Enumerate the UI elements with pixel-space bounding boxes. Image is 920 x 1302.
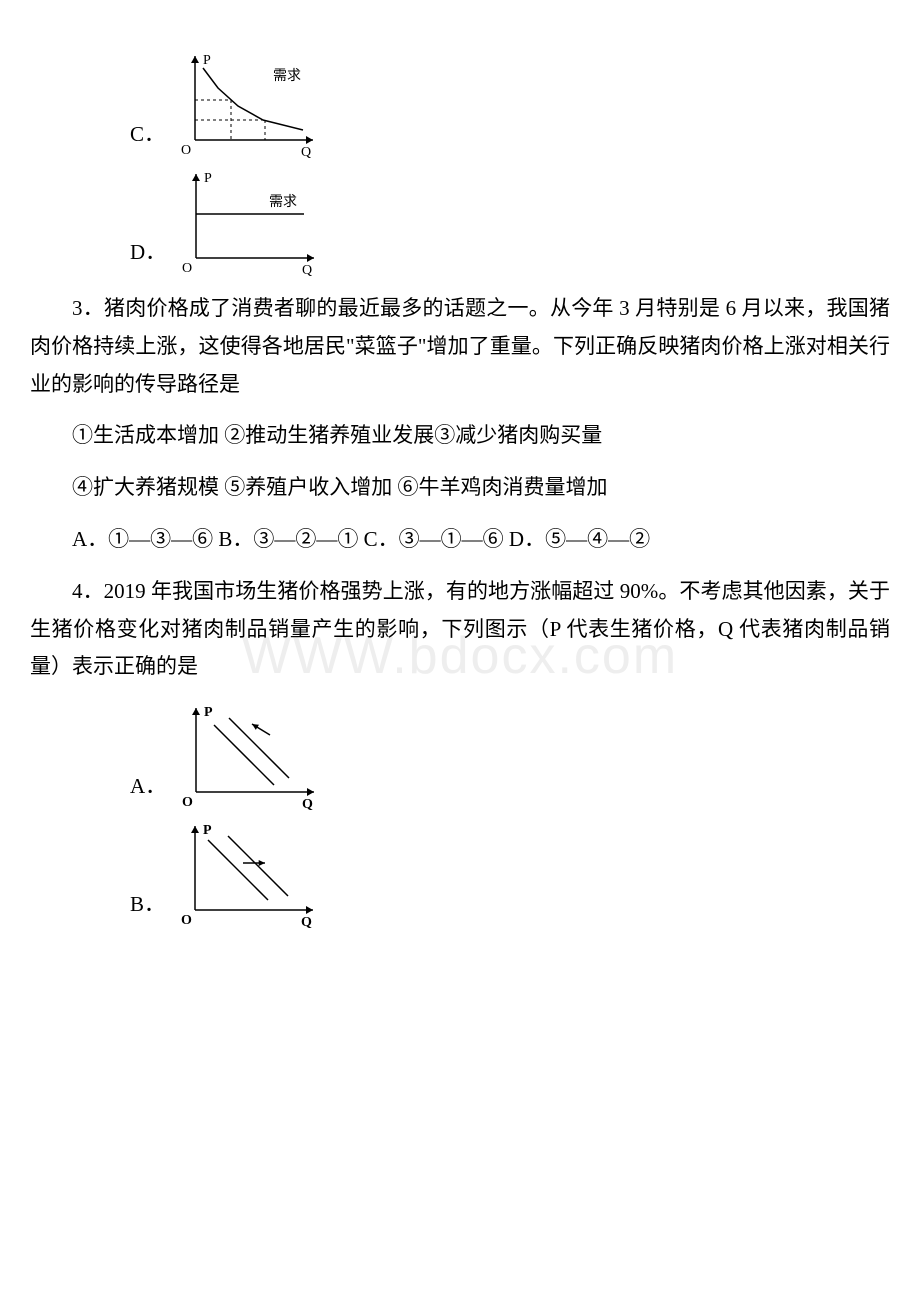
option-b4-label: B． bbox=[130, 886, 165, 928]
svg-text:P: P bbox=[204, 171, 212, 186]
svg-text:P: P bbox=[203, 53, 211, 68]
q3-items-1: ①生活成本增加 ②推动生猪养殖业发展③减少猪肉购买量 bbox=[30, 417, 890, 455]
svg-text:P: P bbox=[203, 823, 212, 838]
option-d-row: D． P Q O 需求 bbox=[130, 166, 890, 276]
svg-text:Q: Q bbox=[301, 915, 312, 928]
svg-text:P: P bbox=[204, 705, 213, 720]
svg-text:Q: Q bbox=[302, 263, 312, 276]
q3-items-2: ④扩大养猪规模 ⑤养殖户收入增加 ⑥牛羊鸡肉消费量增加 bbox=[30, 469, 890, 507]
chart-b4: P Q O bbox=[173, 818, 323, 928]
option-c-label: C． bbox=[130, 116, 165, 158]
q3-options: A．①―③―⑥ B．③―②―① C．③―①―⑥ D．⑤―④―② bbox=[30, 521, 890, 559]
option-a4-label: A． bbox=[130, 768, 166, 810]
svg-text:Q: Q bbox=[301, 145, 311, 158]
option-c-row: C． P Q O 需求 bbox=[130, 48, 890, 158]
option-d-label: D． bbox=[130, 234, 166, 276]
option-a4-row: A． P Q O bbox=[130, 700, 890, 810]
svg-text:O: O bbox=[182, 795, 193, 810]
q4-text: 4．2019 年我国市场生猪价格强势上涨，有的地方涨幅超过 90%。不考虑其他因… bbox=[30, 573, 890, 686]
q3-text: 3．猪肉价格成了消费者聊的最近最多的话题之一。从今年 3 月特别是 6 月以来，… bbox=[30, 290, 890, 403]
svg-text:O: O bbox=[181, 913, 192, 928]
chart-d: P Q O 需求 bbox=[174, 166, 324, 276]
svg-text:O: O bbox=[181, 143, 191, 158]
svg-text:需求: 需求 bbox=[269, 194, 297, 210]
option-b4-row: B． P Q O bbox=[130, 818, 890, 928]
svg-text:Q: Q bbox=[302, 797, 313, 810]
chart-a4: P Q O bbox=[174, 700, 324, 810]
chart-c: P Q O 需求 bbox=[173, 48, 323, 158]
svg-text:需求: 需求 bbox=[273, 68, 301, 84]
svg-text:O: O bbox=[182, 261, 192, 276]
